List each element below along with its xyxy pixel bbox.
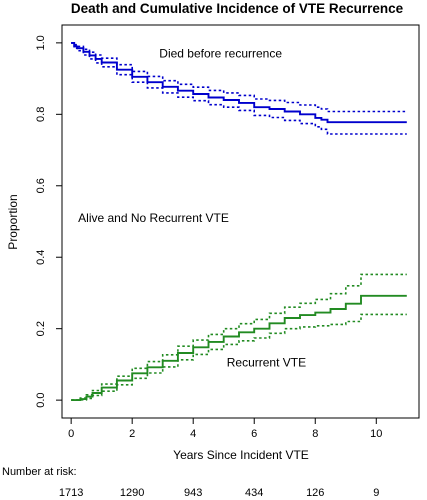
risk-count: 1713 bbox=[59, 487, 83, 499]
risk-count: 1290 bbox=[120, 487, 144, 499]
series-death-est bbox=[71, 41, 407, 124]
series-recur-est bbox=[71, 294, 407, 402]
series-recur-lower bbox=[71, 313, 407, 401]
series-death-lower bbox=[71, 42, 407, 135]
y-tick-label: 0.8 bbox=[35, 107, 47, 122]
series-layer bbox=[71, 41, 407, 402]
y-tick-label: 1.0 bbox=[35, 35, 47, 50]
annotation-label: Recurrent VTE bbox=[227, 356, 306, 370]
risk-count: 943 bbox=[184, 487, 202, 499]
y-axis: 0.0 0.2 0.4 0.6 0.8 1.0 bbox=[35, 35, 62, 408]
annotation-label: Alive and No Recurrent VTE bbox=[78, 211, 229, 225]
series-recur-upper bbox=[71, 273, 407, 401]
risk-count: 9 bbox=[373, 487, 379, 499]
chart-title: Death and Cumulative Incidence of VTE Re… bbox=[71, 1, 404, 16]
x-tick-label: 4 bbox=[190, 428, 196, 440]
x-axis-label: Years Since Incident VTE bbox=[173, 448, 309, 462]
plot-frame bbox=[61, 24, 420, 419]
annotation-label: Died before recurrence bbox=[159, 47, 282, 61]
x-tick-label: 0 bbox=[68, 428, 74, 440]
x-tick-label: 2 bbox=[129, 428, 135, 440]
y-tick-label: 0.6 bbox=[35, 178, 47, 193]
y-axis-label: Proportion bbox=[6, 194, 20, 249]
series-death-upper bbox=[71, 42, 407, 113]
y-tick-label: 0.0 bbox=[35, 392, 47, 407]
x-tick-label: 10 bbox=[370, 428, 382, 440]
annotations: Died before recurrence Alive and No Recur… bbox=[78, 47, 306, 370]
risk-table-label: Number at risk: bbox=[2, 466, 77, 478]
risk-count: 126 bbox=[306, 487, 324, 499]
risk-table: 1713 1290 943 434 126 9 bbox=[59, 487, 379, 499]
y-tick-label: 0.2 bbox=[35, 321, 47, 336]
x-tick-label: 6 bbox=[251, 428, 257, 440]
y-tick-label: 0.4 bbox=[35, 250, 47, 265]
risk-count: 434 bbox=[245, 487, 263, 499]
x-axis: 0 2 4 6 8 10 bbox=[68, 418, 382, 440]
x-tick-label: 8 bbox=[312, 428, 318, 440]
